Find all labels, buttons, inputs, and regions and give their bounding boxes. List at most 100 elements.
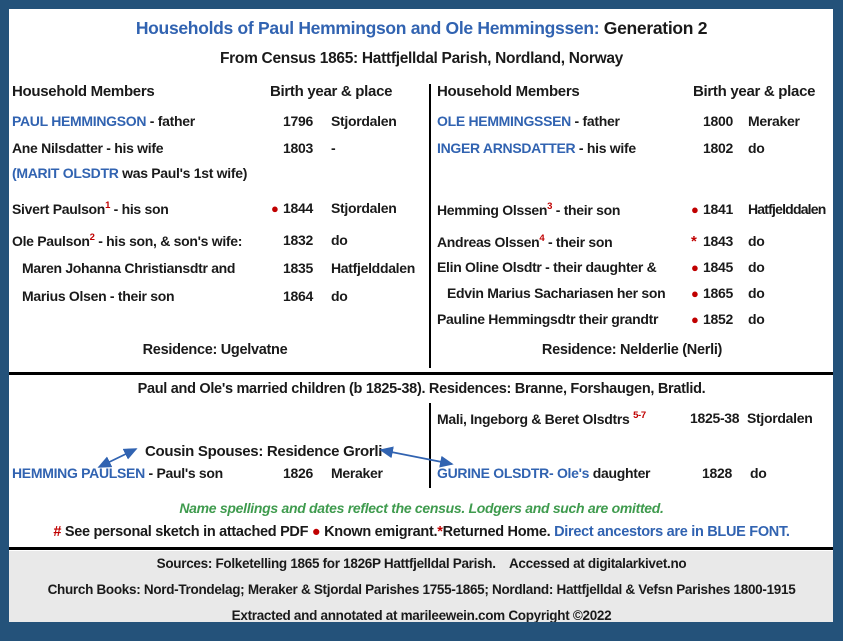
footer-panel <box>0 551 843 622</box>
right-residence: Residence: Nelderlie (Nerli) <box>541 342 723 358</box>
household-row: Edvin Marius Sachariasen her son ● 1865 … <box>0 285 843 305</box>
left-residence: Residence: Ugelvatne <box>142 342 288 358</box>
birth-year: 1828 <box>702 465 732 481</box>
page-title: Households of Paul Hemmingson and Ole He… <box>0 18 843 39</box>
birth-year: 1800 <box>703 113 733 129</box>
household-row: Mali, Ingeborg & Beret Olsdtrs 5-7 1825-… <box>0 410 843 430</box>
birth-place: do <box>748 233 765 249</box>
footer-divider <box>0 547 843 550</box>
household-row: PAUL HEMMINGSON - father 1796 Stjordalen <box>0 113 843 133</box>
text-segment: OLE HEMMINGSSEN <box>437 113 571 129</box>
text-segment: Ole Paulson <box>12 233 90 249</box>
household-row: Maren Johanna Christiansdtr and 1835 Hat… <box>0 260 843 280</box>
household-row: Hemming Olssen3 - their son ● 1841 Hatfj… <box>0 201 843 221</box>
birth-year: 1841 <box>703 201 733 217</box>
text-segment: Pauline Hemmingsdtr their grandtr <box>437 311 659 327</box>
text-segment: HEMMING PAULSEN <box>12 465 145 481</box>
returned-marker: * <box>691 233 697 250</box>
text-segment: 4 <box>539 233 545 244</box>
left-birth-header: Birth year & place <box>270 83 393 100</box>
page-title-black: Generation 2 <box>603 18 708 38</box>
household-row: HEMMING PAULSEN - Paul's son 1826 Merake… <box>0 465 843 485</box>
member-name: HEMMING PAULSEN - Paul's son <box>12 465 223 481</box>
text-segment: INGER ARNSDATTER <box>437 140 576 156</box>
birth-place: do <box>748 311 765 327</box>
member-name: Ane Nilsdatter - his wife <box>12 140 164 156</box>
text-segment: - father <box>146 113 195 129</box>
page-subtitle: From Census 1865: Hattfjelldal Parish, N… <box>220 50 623 67</box>
member-name: Ole Paulson2 - his son, & son's wife: <box>12 232 242 249</box>
text-segment: Elin Oline Olsdtr - their daughter & <box>437 259 657 275</box>
text-segment: Returned Home. <box>442 524 555 540</box>
household-row: Elin Oline Olsdtr - their daughter & ● 1… <box>0 259 843 279</box>
text-segment: 3 <box>547 201 553 212</box>
text-segment: 1 <box>105 200 111 211</box>
birth-place: - <box>331 140 336 156</box>
text-segment: - their son <box>552 202 621 218</box>
text-segment: - Paul's son <box>144 465 224 481</box>
left-members-header: Household Members <box>12 83 155 100</box>
member-name: Sivert Paulson1 - his son <box>12 200 169 217</box>
emigrant-marker: ● <box>691 312 699 327</box>
text-segment: Hemming Olssen <box>437 202 548 218</box>
household-row: Pauline Hemmingsdtr their grandtr ● 1852… <box>0 311 843 331</box>
birth-place: do <box>750 465 767 481</box>
page-title-blue: Households of Paul Hemmingson and Ole He… <box>135 18 604 38</box>
birth-place: Stjordalen <box>331 200 397 216</box>
member-name: Andreas Olssen4 - their son <box>437 233 613 250</box>
member-name: Edvin Marius Sachariasen her son <box>447 285 666 301</box>
emigrant-marker: ● <box>691 286 699 301</box>
birth-place: do <box>331 288 348 304</box>
birth-year: 1864 <box>283 288 313 304</box>
section-divider <box>0 372 843 375</box>
legend-line: # See personal sketch in attached PDF ● … <box>0 524 843 540</box>
household-row: (MARIT OLSDTR was Paul's 1st wife) <box>0 165 843 185</box>
text-segment: (MARIT OLSDTR <box>12 165 119 181</box>
birth-place: Meraker <box>331 465 383 481</box>
birth-year: 1852 <box>703 311 733 327</box>
birth-place: do <box>748 259 765 275</box>
text-segment: ● <box>311 524 325 540</box>
household-row: Marius Olsen - their son 1864 do <box>0 288 843 308</box>
birth-place: Hatfjelddalen <box>331 260 416 276</box>
birth-year: 1865 <box>703 285 733 301</box>
birth-place: do <box>748 285 765 301</box>
text-segment: # <box>53 524 65 540</box>
birth-year: 1845 <box>703 259 733 275</box>
household-row: INGER ARNSDATTER - his wife 1802 do <box>0 140 843 160</box>
member-name: Hemming Olssen3 - their son <box>437 201 620 218</box>
member-name: GURINE OLSDTR- Ole's daughter <box>437 465 651 481</box>
text-segment: Mali, Ingeborg & Beret Olsdtrs <box>437 411 634 427</box>
column-divider <box>429 84 431 368</box>
birth-place: do <box>748 140 765 156</box>
census-note: Name spellings and dates reflect the cen… <box>179 500 664 516</box>
cousin-spouses-label: Cousin Spouses: Residence Grorli <box>145 443 383 460</box>
member-name: PAUL HEMMINGSON - father <box>12 113 195 129</box>
member-name: Marius Olsen - their son <box>22 288 175 304</box>
emigrant-marker: ● <box>691 260 699 275</box>
text-segment: - his wife <box>575 140 636 156</box>
member-name: Mali, Ingeborg & Beret Olsdtrs 5-7 <box>437 410 646 427</box>
text-segment: Direct ancestors are in BLUE FONT. <box>554 524 790 540</box>
right-birth-header: Birth year & place <box>693 83 816 100</box>
birth-place: Stjordalen <box>331 113 397 129</box>
text-segment: GURINE OLSDTR- Ole's <box>437 465 590 481</box>
member-name: Elin Oline Olsdtr - their daughter & <box>437 259 657 275</box>
text-segment: Ane Nilsdatter - his wife <box>12 140 164 156</box>
member-name: INGER ARNSDATTER - his wife <box>437 140 636 156</box>
birth-year: 1832 <box>283 232 313 248</box>
text-segment: daughter <box>589 465 651 481</box>
footer-sources: Sources: Folketelling 1865 for 1826P Hat… <box>156 556 687 571</box>
birth-year: 1835 <box>283 260 313 276</box>
household-row: Ole Paulson2 - his son, & son's wife: 18… <box>0 232 843 252</box>
text-segment: - father <box>570 113 620 129</box>
birth-year: 1802 <box>703 140 733 156</box>
household-row: GURINE OLSDTR- Ole's daughter 1828 do <box>0 465 843 485</box>
member-name: Pauline Hemmingsdtr their grandtr <box>437 311 658 327</box>
married-children-heading: Paul and Ole's married children (b 1825-… <box>137 381 706 397</box>
text-segment: Edvin Marius Sachariasen her son <box>447 285 666 301</box>
birth-place: Meraker <box>748 113 800 129</box>
birth-place: Hatfjelddalen <box>748 201 826 217</box>
text-segment: was Paul's 1st wife) <box>118 165 248 181</box>
